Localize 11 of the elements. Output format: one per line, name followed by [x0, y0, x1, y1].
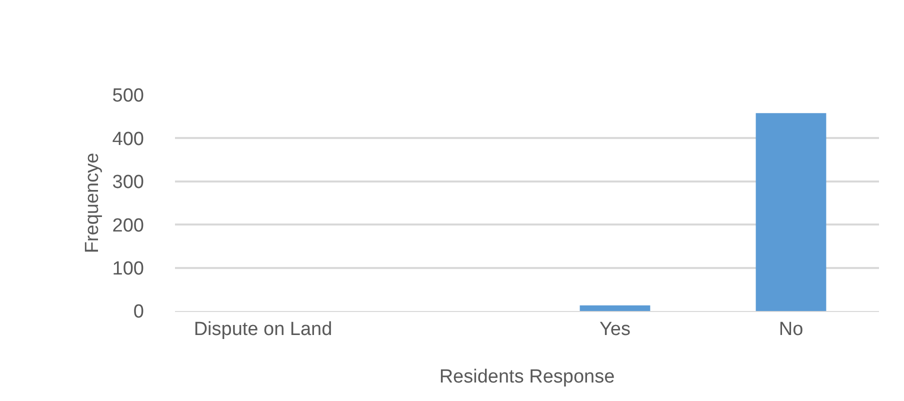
x-tick-label: No [778, 318, 804, 340]
x-tick-label: Dispute on Land [194, 318, 332, 340]
y-tick-label: 500 [112, 86, 144, 107]
y-tick-label: 200 [112, 215, 144, 236]
y-tick-label: 0 [133, 302, 144, 323]
x-axis-title: Residents Response [439, 366, 615, 388]
x-tick-label: Yes [600, 318, 630, 340]
y-tick-label: 400 [112, 128, 144, 150]
y-tick-label: 100 [112, 258, 144, 280]
y-axis-title: Frequencye [82, 152, 104, 254]
y-tick-label: 300 [112, 172, 144, 194]
